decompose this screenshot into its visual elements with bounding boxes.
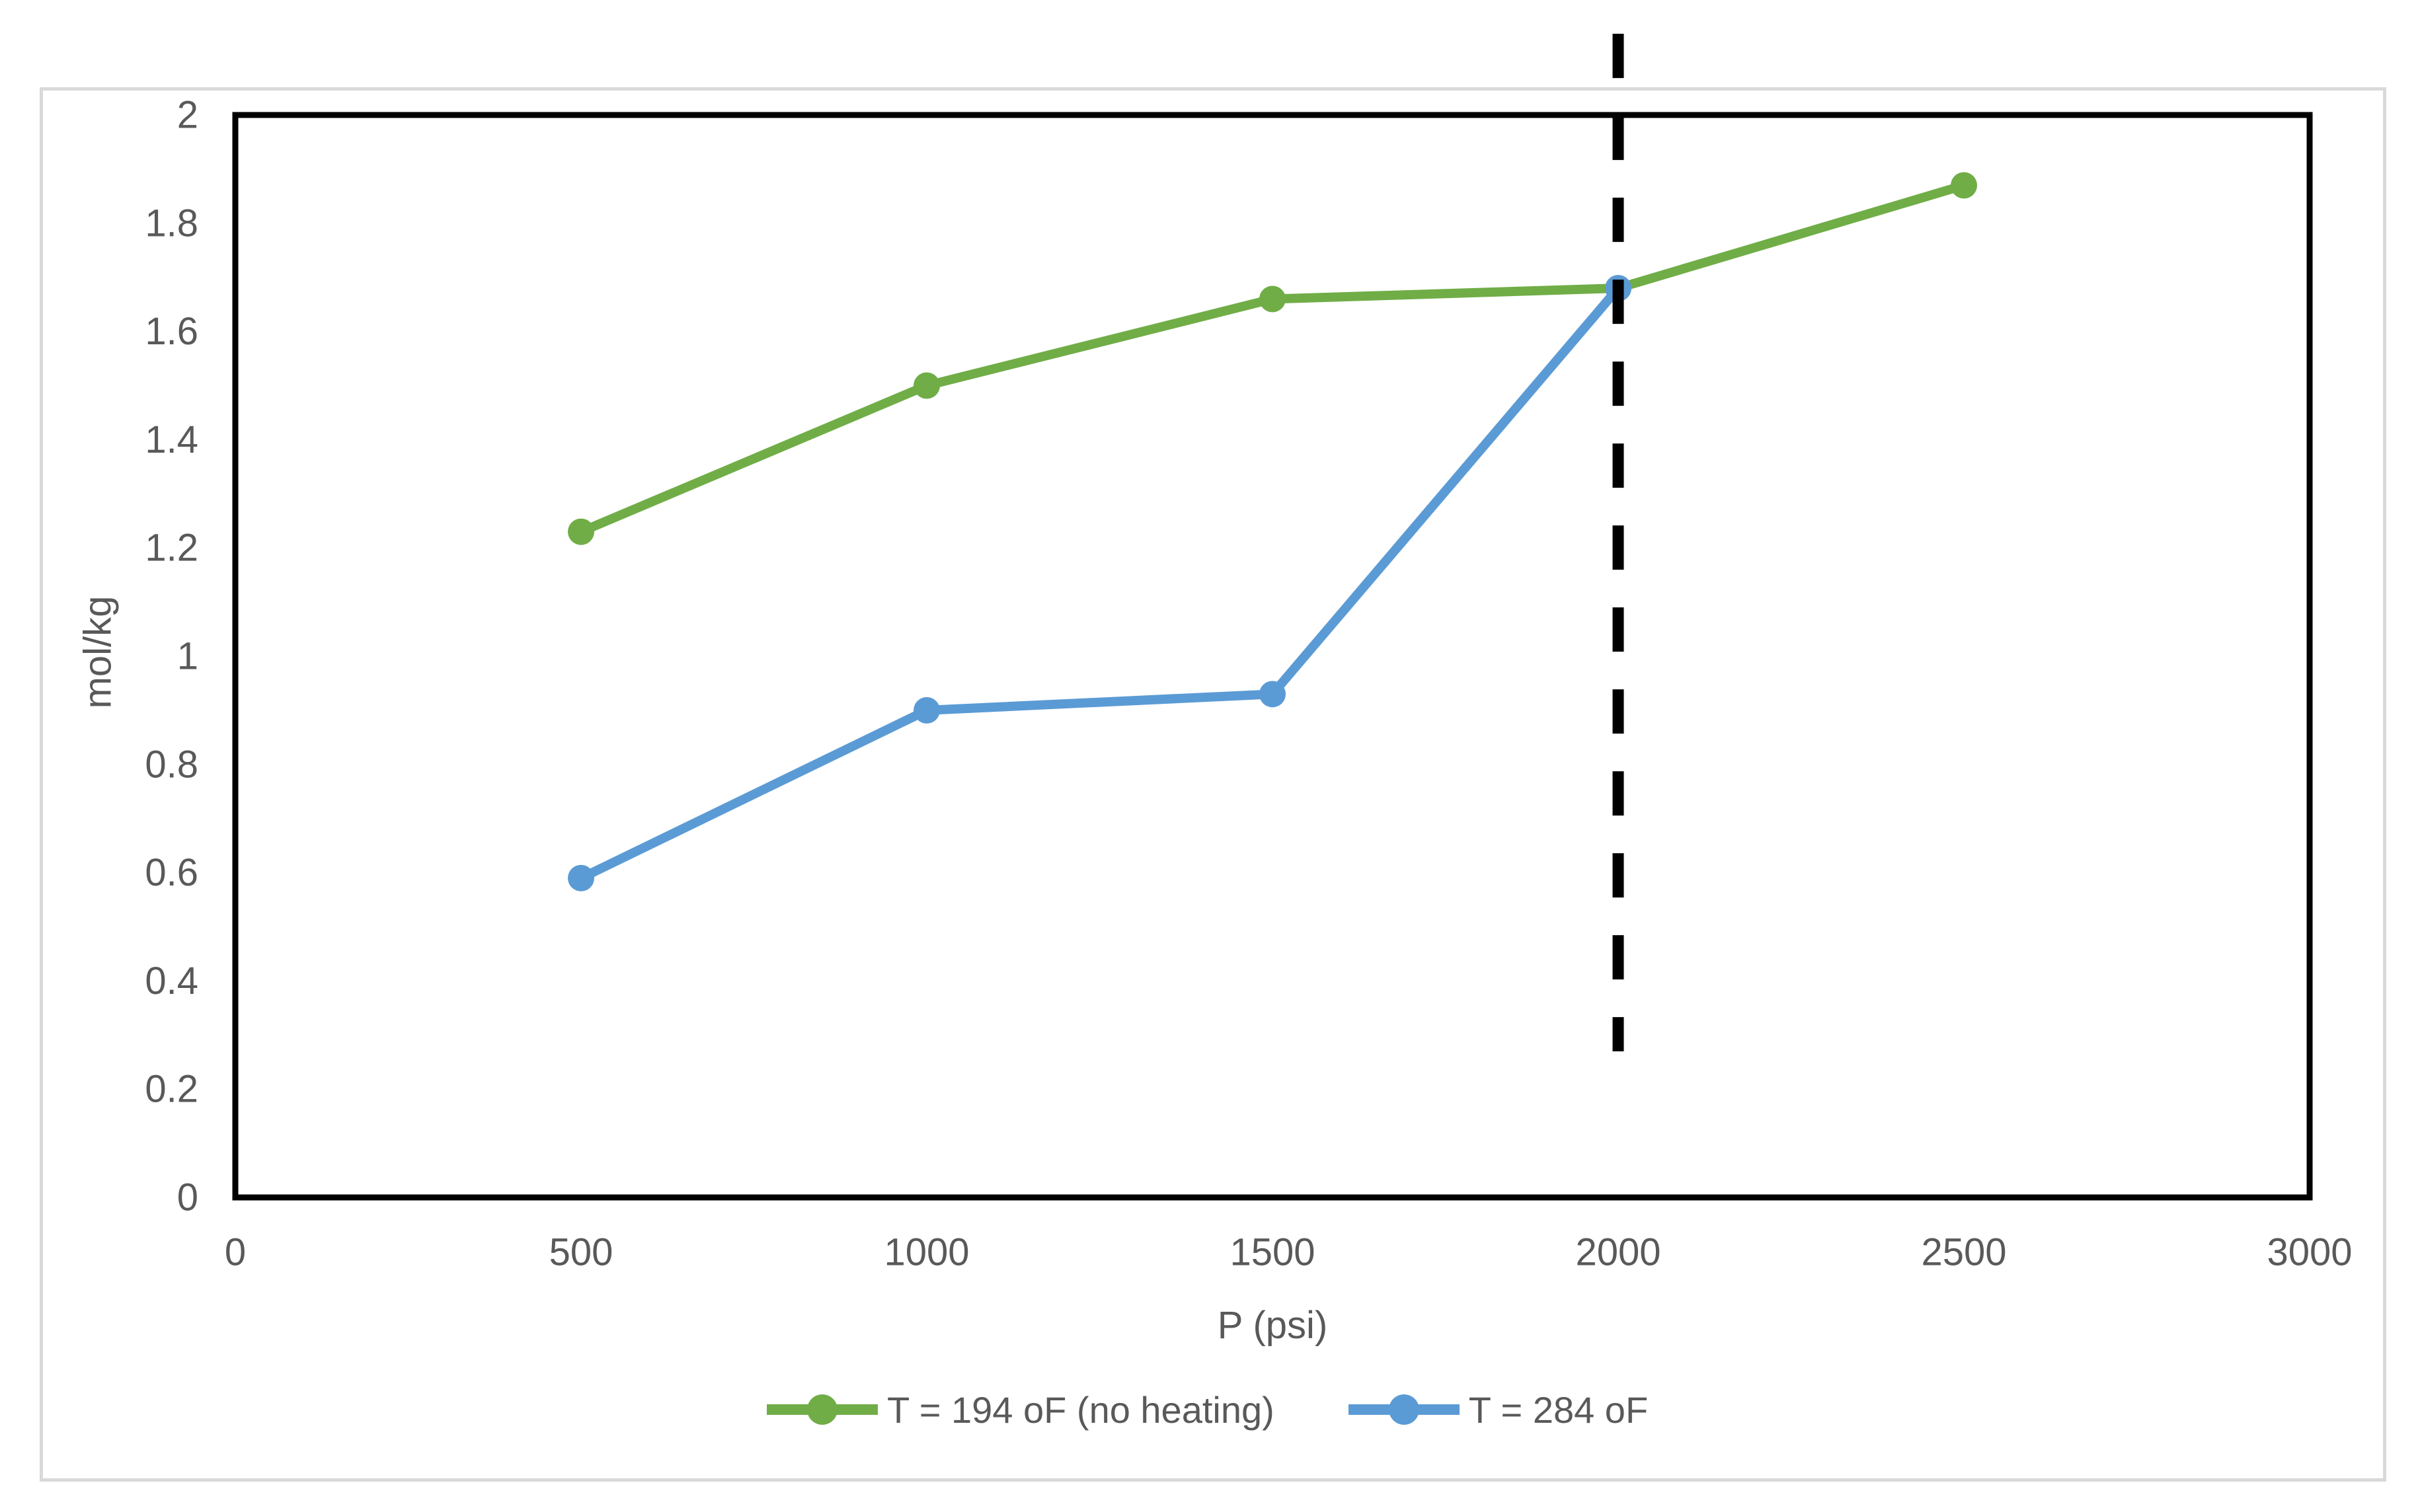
y-tick-label: 1.8 bbox=[145, 202, 198, 245]
y-axis-title: mol/kg bbox=[76, 595, 120, 709]
x-tick-label: 2000 bbox=[1575, 1231, 1660, 1274]
legend-item-series2: T = 284 oF bbox=[1348, 1388, 1648, 1431]
x-tick-label: 0 bbox=[225, 1231, 246, 1274]
y-tick-label: 1 bbox=[177, 635, 198, 678]
plot-area-border bbox=[232, 112, 2313, 1201]
y-tick-label: 1.4 bbox=[145, 418, 198, 461]
x-tick-label: 1000 bbox=[884, 1231, 969, 1274]
y-tick-label: 0.8 bbox=[145, 743, 198, 786]
series1-legend-marker-icon bbox=[767, 1388, 878, 1431]
legend-item-series1: T = 194 oF (no heating) bbox=[767, 1388, 1274, 1431]
y-tick-label: 0.2 bbox=[145, 1068, 198, 1111]
chart-frame bbox=[40, 87, 2386, 1482]
y-tick-label: 2 bbox=[177, 94, 198, 137]
data-point-marker bbox=[568, 518, 594, 545]
data-point-marker bbox=[914, 372, 940, 399]
data-point-marker bbox=[914, 697, 940, 724]
data-point-marker bbox=[1951, 172, 1977, 199]
y-tick-label: 0 bbox=[177, 1176, 198, 1219]
x-axis-title: P (psi) bbox=[1217, 1304, 1328, 1347]
y-tick-label: 1.2 bbox=[145, 527, 198, 570]
series-line-2 bbox=[576, 284, 1623, 883]
series1-legend-label: T = 194 oF (no heating) bbox=[887, 1388, 1274, 1431]
data-point-marker bbox=[568, 864, 594, 891]
x-tick-label: 500 bbox=[549, 1231, 613, 1274]
series-line-1 bbox=[576, 180, 1969, 537]
y-tick-label: 1.6 bbox=[145, 310, 198, 353]
data-point-marker bbox=[1259, 285, 1286, 313]
data-point-marker bbox=[1259, 681, 1286, 708]
y-tick-label: 0.6 bbox=[145, 851, 198, 894]
series2-legend-marker-icon bbox=[1348, 1388, 1460, 1431]
y-tick-label: 0.4 bbox=[145, 960, 198, 1002]
x-tick-label: 1500 bbox=[1230, 1231, 1315, 1274]
series2-legend-label: T = 284 oF bbox=[1468, 1388, 1649, 1431]
x-tick-label: 3000 bbox=[2267, 1231, 2352, 1274]
x-tick-label: 2500 bbox=[1921, 1231, 2006, 1274]
legend: T = 194 oF (no heating) T = 284 oF bbox=[767, 1380, 1648, 1439]
